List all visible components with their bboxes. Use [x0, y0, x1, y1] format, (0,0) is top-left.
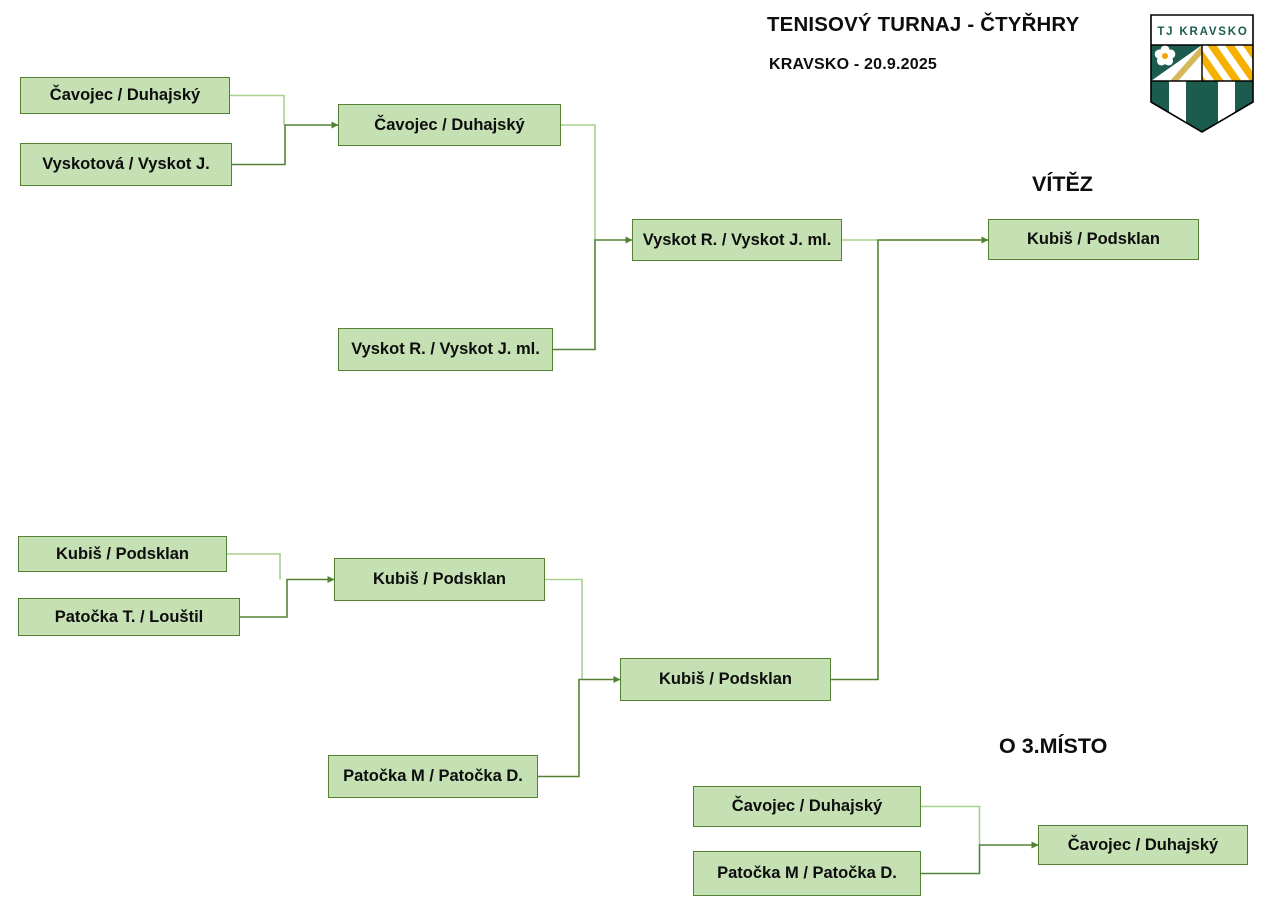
svg-text:TJ KRAVSKO: TJ KRAVSKO: [1157, 26, 1248, 38]
